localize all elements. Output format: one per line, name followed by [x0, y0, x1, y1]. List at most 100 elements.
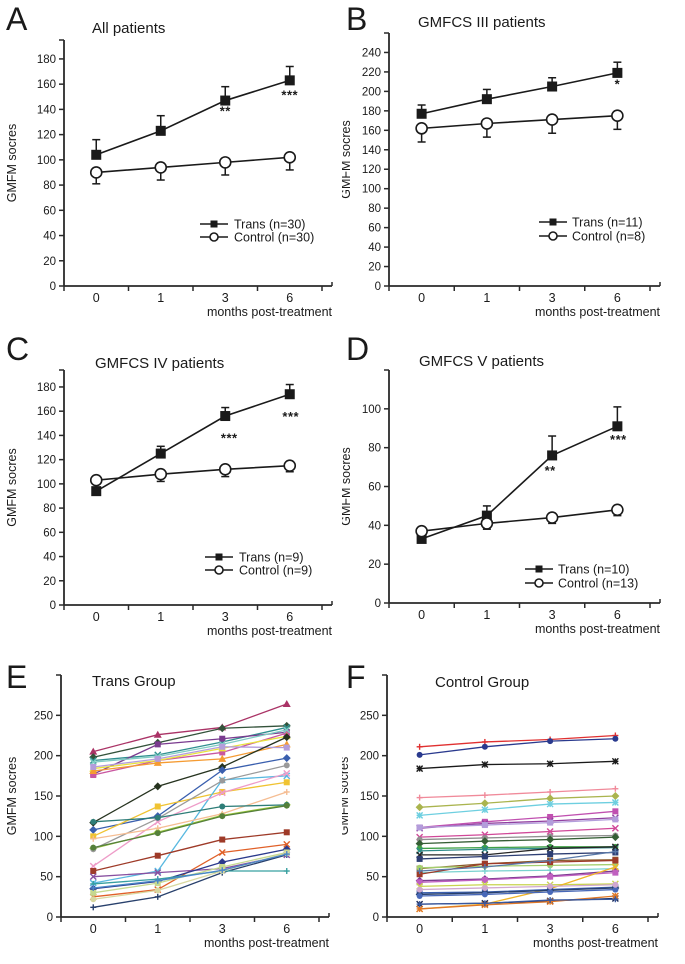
- significance-stars: ***: [282, 409, 299, 424]
- data-point-marker: [282, 733, 291, 742]
- data-point-marker: [480, 517, 494, 530]
- data-point-marker: [283, 802, 290, 809]
- y-tick-label: 150: [34, 791, 53, 803]
- series-trans: [416, 61, 623, 119]
- patient-line: [419, 836, 616, 845]
- data-point-marker: [481, 863, 488, 870]
- data-point-marker: [481, 884, 488, 891]
- data-point-marker: [611, 503, 624, 517]
- y-tick-label: 80: [43, 180, 56, 192]
- significance-stars: ***: [610, 432, 627, 447]
- patient-line: [93, 854, 287, 908]
- x-tick-label: 1: [483, 291, 490, 305]
- y-tick-label: 80: [368, 443, 381, 455]
- data-point-marker: [547, 738, 554, 745]
- patient-line: [93, 729, 287, 763]
- patient-line: [419, 859, 616, 870]
- legend-label: Control (n=9): [239, 564, 312, 578]
- data-point-marker: [90, 896, 97, 903]
- data-point-marker: [416, 533, 427, 544]
- data-point-marker: [481, 818, 488, 825]
- panel-C: 0 20 40 60 80 100 120 140 160 180 0 1 3 6 GMFM socres m…: [0, 320, 342, 650]
- data-point-marker: [546, 844, 554, 852]
- significance-stars: **: [220, 104, 232, 119]
- y-tick-label: 0: [375, 598, 381, 610]
- data-point-marker: [416, 765, 424, 773]
- patient-line: [93, 805, 287, 849]
- data-point-marker: [154, 869, 162, 877]
- series-control: [89, 459, 297, 489]
- data-point-marker: [283, 829, 290, 836]
- data-point-marker: [612, 881, 619, 888]
- data-point-marker: [283, 769, 291, 777]
- y-tick-label: 40: [43, 552, 56, 564]
- data-point-marker: [90, 889, 97, 896]
- x-tick-label: 1: [157, 291, 164, 305]
- x-tick-label: 6: [283, 922, 290, 936]
- data-point-marker: [90, 835, 97, 842]
- y-axis-label: GMFM socres: [5, 448, 19, 526]
- y-axis-label: GMFM socres: [5, 124, 19, 202]
- data-point-marker: [481, 806, 489, 814]
- patient-line: [419, 863, 616, 869]
- y-tick-label: 80: [43, 503, 56, 515]
- legend-label: Trans (n=30): [234, 218, 305, 232]
- legend: Trans (n=10)Control (n=13): [525, 563, 638, 591]
- data-point-marker: [283, 868, 290, 875]
- data-point-marker: [283, 744, 290, 751]
- x-tick-label: 1: [157, 610, 164, 624]
- data-point-marker: [153, 730, 162, 738]
- x-tick-label: 0: [93, 610, 100, 624]
- data-point-marker: [90, 868, 97, 875]
- y-axis-label: GMFM socres: [5, 757, 19, 835]
- x-tick-label: 3: [222, 291, 229, 305]
- data-point-marker: [611, 792, 620, 800]
- x-axis-label: months post-treatment: [535, 305, 661, 319]
- data-point-marker: [219, 735, 226, 742]
- data-point-marker: [89, 473, 103, 487]
- y-tick-label: 20: [43, 576, 56, 588]
- data-point-marker: [284, 75, 295, 86]
- data-point-marker: [547, 851, 554, 858]
- patient-line: [93, 775, 287, 884]
- data-point-marker: [154, 893, 161, 900]
- patient-line: [419, 827, 616, 838]
- x-tick-label: 3: [549, 608, 556, 622]
- y-tick-label: 0: [50, 281, 56, 293]
- chart-B-svg: 0 20 40 60 80 100 120 140 160 180 200 220 240 0 1 3 6 GMF…: [342, 1, 661, 319]
- data-point-marker: [90, 904, 97, 911]
- series-control: [89, 151, 297, 185]
- patient-line: [419, 887, 616, 896]
- data-point-marker: [283, 788, 290, 795]
- data-point-marker: [154, 830, 161, 837]
- data-point-marker: [611, 109, 624, 123]
- data-point-marker: [547, 883, 554, 890]
- data-point-marker: [547, 450, 558, 461]
- patient-line: [419, 898, 616, 905]
- data-point-marker: [416, 868, 423, 875]
- legend: Trans (n=9)Control (n=9): [205, 551, 312, 578]
- legend-label: Trans (n=10): [558, 563, 629, 577]
- y-tick-label: 100: [37, 155, 56, 167]
- series-trans: [91, 383, 295, 497]
- data-point-marker: [154, 852, 161, 859]
- data-point-marker: [612, 735, 619, 742]
- data-point-marker: [481, 853, 488, 860]
- y-tick-label: 60: [368, 223, 381, 235]
- data-point-marker: [612, 421, 623, 432]
- data-point-marker: [219, 813, 226, 820]
- y-axis-label: GMFM socres: [342, 120, 353, 198]
- y-tick-label: 100: [34, 831, 53, 843]
- y-tick-label: 240: [362, 47, 381, 59]
- series-trans: [91, 65, 295, 160]
- data-point-marker: [416, 879, 423, 886]
- data-point-marker: [153, 758, 162, 766]
- y-tick-label: 120: [362, 164, 381, 176]
- data-point-marker: [611, 892, 619, 900]
- patient-lines: [89, 700, 291, 911]
- data-point-marker: [219, 867, 226, 874]
- data-point-marker: [612, 869, 619, 876]
- data-point-marker: [416, 864, 423, 871]
- data-point-marker: [91, 486, 102, 497]
